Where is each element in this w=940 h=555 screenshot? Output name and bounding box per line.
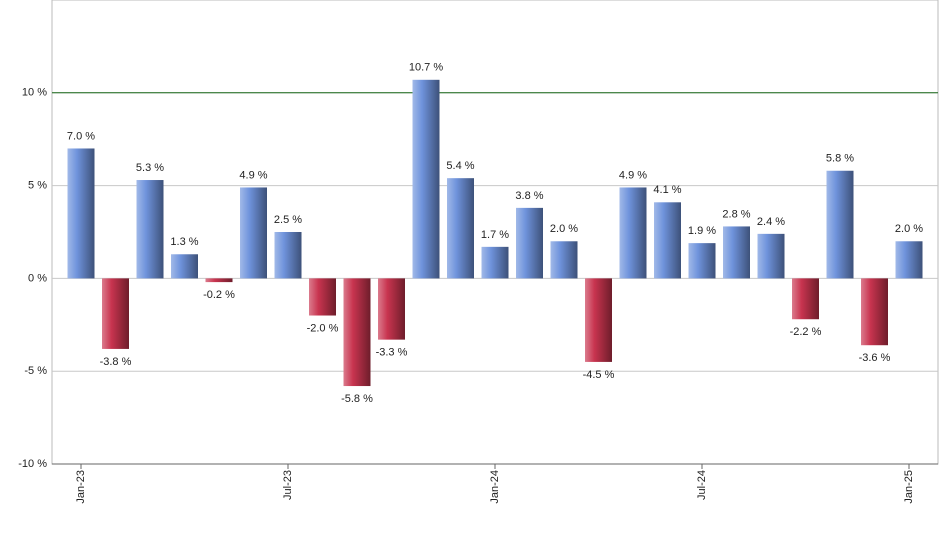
value-label: 5.3 %: [136, 162, 164, 174]
value-label: -5.8 %: [341, 393, 373, 405]
bar: [516, 207, 543, 279]
value-label: 1.9 %: [688, 225, 716, 237]
value-label: 4.1 %: [653, 184, 681, 196]
bar: [102, 278, 129, 349]
bar: [378, 278, 405, 340]
value-label: 7.0 %: [67, 130, 95, 142]
value-label: -4.5 %: [583, 369, 615, 381]
bar: [240, 187, 267, 279]
y-tick-label: 10 %: [22, 87, 47, 99]
bar: [412, 79, 440, 279]
y-tick-label: 0 %: [28, 272, 47, 284]
bar: [654, 202, 681, 279]
bar: [205, 278, 233, 283]
value-label: 2.4 %: [757, 216, 785, 228]
x-tick-label: Jul-24: [696, 470, 708, 500]
value-label: 2.0 %: [895, 223, 923, 235]
y-tick-label: -10 %: [18, 458, 47, 470]
y-tick-label: -5 %: [24, 365, 47, 377]
bar: [585, 278, 612, 362]
x-tick-label: Jan-25: [903, 470, 915, 504]
value-label: -0.2 %: [203, 289, 235, 301]
value-label: 2.8 %: [722, 208, 750, 220]
value-label: 2.5 %: [274, 214, 302, 226]
value-label: -2.0 %: [307, 322, 339, 334]
bar: [481, 246, 509, 279]
value-label: -3.6 %: [859, 352, 891, 364]
bar: [136, 180, 164, 279]
value-label: 2.0 %: [550, 223, 578, 235]
value-label: 5.4 %: [446, 160, 474, 172]
bar: [792, 278, 819, 320]
value-label: 4.9 %: [239, 169, 267, 181]
value-label: 1.3 %: [170, 236, 198, 248]
bar: [171, 254, 198, 279]
bar: [723, 226, 750, 279]
value-label: 5.8 %: [826, 153, 854, 165]
bar: [447, 178, 474, 279]
bar: [688, 243, 716, 279]
bar: [826, 170, 854, 279]
value-label: 4.9 %: [619, 169, 647, 181]
bar: [619, 187, 647, 279]
value-label: -3.8 %: [100, 356, 132, 368]
x-tick-label: Jan-23: [75, 470, 87, 504]
value-label: -3.3 %: [376, 347, 408, 359]
value-label: 1.7 %: [481, 229, 509, 241]
bar: [550, 241, 578, 279]
value-label: -2.2 %: [790, 326, 822, 338]
y-tick-label: 5 %: [28, 180, 47, 192]
value-label: 10.7 %: [409, 62, 443, 74]
x-tick-label: Jan-24: [489, 470, 501, 504]
value-label: 3.8 %: [515, 190, 543, 202]
bar: [67, 148, 95, 279]
bar: [895, 241, 923, 279]
x-tick-label: Jul-23: [282, 470, 294, 500]
bar: [309, 278, 336, 316]
bar: [757, 233, 785, 279]
bar: [274, 232, 302, 279]
bar: [343, 278, 371, 387]
bar: [861, 278, 888, 346]
